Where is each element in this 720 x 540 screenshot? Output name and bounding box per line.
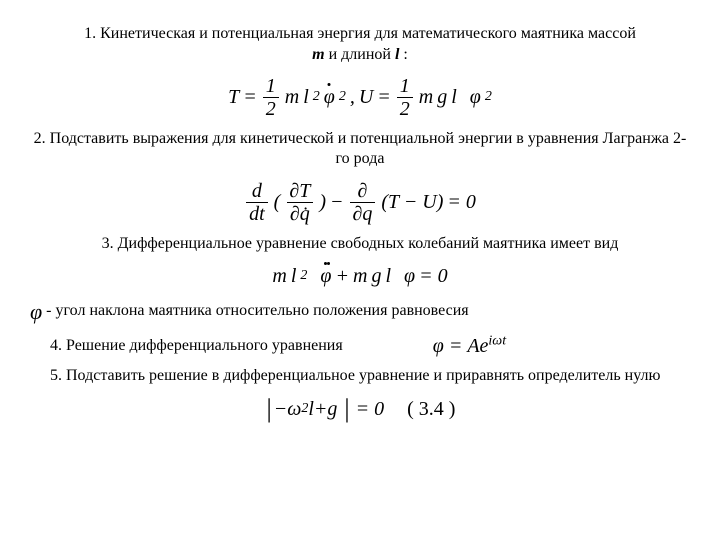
eq5-g: g: [327, 398, 337, 421]
eq5-eq0: = 0: [356, 398, 385, 421]
eq-comma: ,: [350, 86, 355, 109]
eq4-A: A: [467, 335, 479, 357]
eq2-ddq: ∂ ∂q: [350, 181, 376, 224]
step3-equation: ml2 φ + mgl φ = 0: [30, 265, 690, 288]
eq-m1: m: [285, 86, 299, 109]
eq-T: T: [228, 86, 239, 109]
eq-eq1: =: [243, 86, 257, 109]
eq3-l: l: [291, 265, 297, 288]
eq2-lpar: (: [274, 191, 281, 214]
step2-equation: d dt ( ∂T ∂q̇ ) − ∂ ∂q (T − U) = 0: [30, 180, 690, 224]
eq-phi: φ: [470, 86, 481, 109]
step1-equation: T = 1 2 ml2φ2 , U = 1 2 mgl φ2: [30, 76, 690, 119]
step1-m: m: [312, 46, 324, 63]
step4-row: 4. Решение дифференциального уравнения φ…: [30, 335, 690, 358]
phi-note: φ - угол наклона маятника относительно п…: [30, 298, 690, 327]
eq2-dTdq: ∂T ∂q̇: [286, 181, 313, 224]
eq2-ddt: d dt: [246, 181, 268, 224]
eq3-phi: φ: [404, 265, 415, 288]
eq-l2: l: [451, 86, 457, 109]
eq-eq2: =: [377, 86, 391, 109]
eq-g: g: [437, 86, 447, 109]
eq-phidot: φ: [324, 86, 335, 109]
step4-text: 4. Решение дифференциального уравнения: [30, 337, 343, 355]
eq4-exp: iωt: [488, 333, 506, 348]
eq-U: U: [359, 86, 373, 109]
eq3-phidd: φ: [320, 265, 331, 288]
step1-colon: :: [399, 46, 407, 63]
step3-text: 3. Дифференциальное уравнение свободных …: [30, 234, 690, 255]
eq3-m: m: [272, 265, 286, 288]
eq3-g: g: [371, 265, 381, 288]
eq-l1: l: [303, 86, 309, 109]
eq2-rpar: ): [319, 191, 326, 214]
eq-half2: 1 2: [397, 76, 413, 119]
eq5-plus: +: [314, 398, 328, 421]
eq3-m2: m: [353, 265, 367, 288]
eq5-neg: −: [274, 398, 288, 421]
eq2-TmU: (T − U): [381, 191, 443, 214]
step1-mid: и длиной: [325, 46, 395, 63]
eq4-eq: =: [444, 335, 468, 357]
eq2-eq0: = 0: [447, 191, 476, 214]
eq4-phi: φ: [433, 335, 444, 357]
step5-text: 5. Подставить решение в дифференциальное…: [30, 366, 690, 387]
step1-text-a: 1. Кинетическая и потенциальная энергия …: [84, 25, 636, 42]
phi-note-text: - угол наклона маятника относительно пол…: [46, 302, 469, 319]
eq-half1: 1 2: [263, 76, 279, 119]
phi-symbol: φ: [30, 299, 42, 324]
eq5-num: ( 3.4 ): [407, 398, 455, 421]
eq3-eq0: = 0: [419, 265, 448, 288]
step2-text: 2. Подставить выражения для кинетической…: [30, 129, 690, 171]
eq-m2: m: [419, 86, 433, 109]
eq3-plus: +: [336, 265, 350, 288]
eq3-l2: l: [385, 265, 391, 288]
step1-text: 1. Кинетическая и потенциальная энергия …: [30, 24, 690, 66]
step4-equation: φ = Aeiωt: [433, 335, 506, 358]
eq2-minus: −: [330, 191, 344, 214]
eq5-abs: | −ω2l + g |: [265, 396, 352, 422]
step5-equation: | −ω2l + g | = 0 ( 3.4 ): [30, 396, 690, 423]
eq5-omega: ω: [287, 398, 301, 421]
